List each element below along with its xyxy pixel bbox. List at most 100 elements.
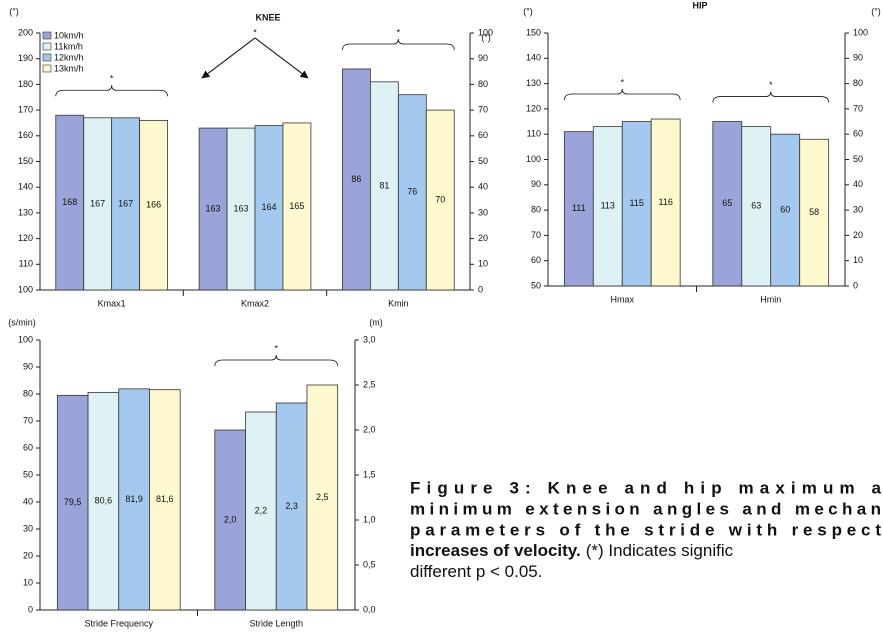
- bar: [799, 138, 830, 287]
- y-tick-label: 150: [18, 156, 33, 166]
- y-tick-label: 90: [23, 361, 33, 371]
- chart-title: KNEE: [255, 12, 280, 22]
- y-tick-label: 120: [526, 103, 541, 113]
- x-tick-label: Hmax: [610, 294, 634, 304]
- y2-tick-label: 40: [478, 182, 488, 192]
- x-tick-label: Kmax1: [98, 298, 126, 308]
- arrow: [254, 37, 309, 79]
- legend-swatch: [42, 42, 52, 51]
- bar: [369, 81, 399, 291]
- y2-tick-label: 0,0: [363, 604, 376, 614]
- significance-mark: *: [274, 343, 278, 353]
- y2-tick-label: 40: [853, 179, 863, 189]
- y-tick-label: 140: [18, 182, 33, 192]
- significance-mark: *: [620, 77, 624, 87]
- y-tick-label: 20: [23, 550, 33, 560]
- bar: [650, 118, 681, 287]
- y-tick-label: 50: [531, 280, 541, 290]
- bar: [770, 133, 801, 287]
- bar: [563, 131, 594, 287]
- caption-line: minimum extension angles and mechan: [410, 499, 881, 518]
- legend-label: 11km/h: [54, 41, 83, 51]
- y2-tick-label: 2,5: [363, 379, 376, 389]
- value-label: 81,6: [156, 494, 174, 504]
- y-tick-label: 30: [23, 523, 33, 533]
- y-tick-label: 100: [18, 334, 33, 344]
- value-label: 81: [379, 180, 389, 190]
- y2-tick-label: 60: [478, 130, 488, 140]
- bar: [397, 94, 427, 291]
- x-tick-label: Hmin: [760, 294, 781, 304]
- bar: [139, 119, 168, 291]
- value-label: 60: [780, 204, 790, 214]
- y-tick-label: 170: [18, 104, 33, 114]
- arrow: [201, 37, 256, 79]
- value-label: 163: [234, 203, 249, 213]
- bar: [342, 68, 371, 291]
- significance-mark: *: [397, 27, 401, 37]
- y-tick-label: 120: [18, 233, 33, 243]
- caption-line: parameters of the stride with respect: [410, 520, 881, 539]
- y2-tick-label: 90: [478, 53, 488, 63]
- caption-line: increases of velocity. (*) Indicates sign…: [410, 541, 734, 560]
- bar: [282, 122, 312, 291]
- y2-tick-label: 10: [853, 255, 863, 265]
- bar: [111, 117, 141, 291]
- y-tick-label: 110: [19, 259, 33, 269]
- y2-tick-label: 80: [853, 78, 863, 88]
- y2-tick-label: 90: [853, 53, 863, 63]
- y2-tick-label: 0: [478, 284, 483, 294]
- y-axis-label: (s/min): [8, 317, 36, 327]
- y-tick-label: 110: [527, 129, 541, 139]
- value-label: 167: [118, 198, 133, 208]
- value-label: 65: [722, 198, 732, 208]
- y2-tick-label: 30: [853, 204, 863, 214]
- y2-tick-label: 80: [478, 79, 488, 89]
- value-label: 2,3: [285, 501, 298, 511]
- legend-label: 13km/h: [54, 63, 84, 73]
- y-tick-label: 60: [23, 442, 33, 452]
- y-tick-label: 90: [531, 179, 541, 189]
- y-tick-label: 80: [23, 388, 33, 398]
- y-tick-label: 190: [18, 53, 33, 63]
- value-label: 70: [435, 194, 445, 204]
- value-label: 2,5: [316, 492, 329, 502]
- y2-tick-label: 0: [853, 280, 858, 290]
- y-tick-label: 130: [18, 207, 33, 217]
- bar: [275, 402, 308, 611]
- y2-tick-label: 3,0: [363, 334, 376, 344]
- bar: [592, 126, 623, 287]
- value-label: 163: [206, 203, 221, 213]
- brace: [712, 91, 830, 103]
- bar: [55, 114, 85, 291]
- bar: [712, 121, 743, 287]
- value-label: 79,5: [64, 497, 82, 507]
- value-label: 166: [146, 200, 161, 210]
- x-tick-label: Kmin: [388, 298, 409, 308]
- bar: [214, 429, 246, 611]
- y-tick-label: 80: [531, 204, 541, 214]
- brace: [55, 85, 168, 97]
- legend-swatch: [42, 53, 52, 62]
- y-tick-label: 60: [531, 255, 541, 265]
- y-tick-label: 70: [23, 415, 33, 425]
- y-tick-label: 150: [526, 27, 541, 37]
- y-tick-label: 130: [526, 78, 541, 88]
- bar: [245, 411, 277, 611]
- bar: [621, 121, 652, 287]
- value-label: 111: [572, 203, 586, 213]
- y2-tick-label: 60: [853, 129, 863, 139]
- y-axis-label: (°): [9, 6, 19, 16]
- significance-mark: *: [253, 27, 257, 37]
- y2-tick-label: 50: [853, 154, 863, 164]
- legend-swatch: [42, 64, 52, 73]
- y2-tick-label: 70: [853, 103, 863, 113]
- value-label: 81,9: [125, 494, 143, 504]
- legend-label: 12km/h: [54, 52, 84, 62]
- value-label: 164: [261, 202, 276, 212]
- y-tick-label: 100: [18, 284, 33, 294]
- y2-tick-label: 2,0: [363, 424, 376, 434]
- y-tick-label: 200: [18, 27, 33, 37]
- y2-tick-label: 100: [853, 27, 868, 37]
- y2-tick-label: 20: [853, 230, 863, 240]
